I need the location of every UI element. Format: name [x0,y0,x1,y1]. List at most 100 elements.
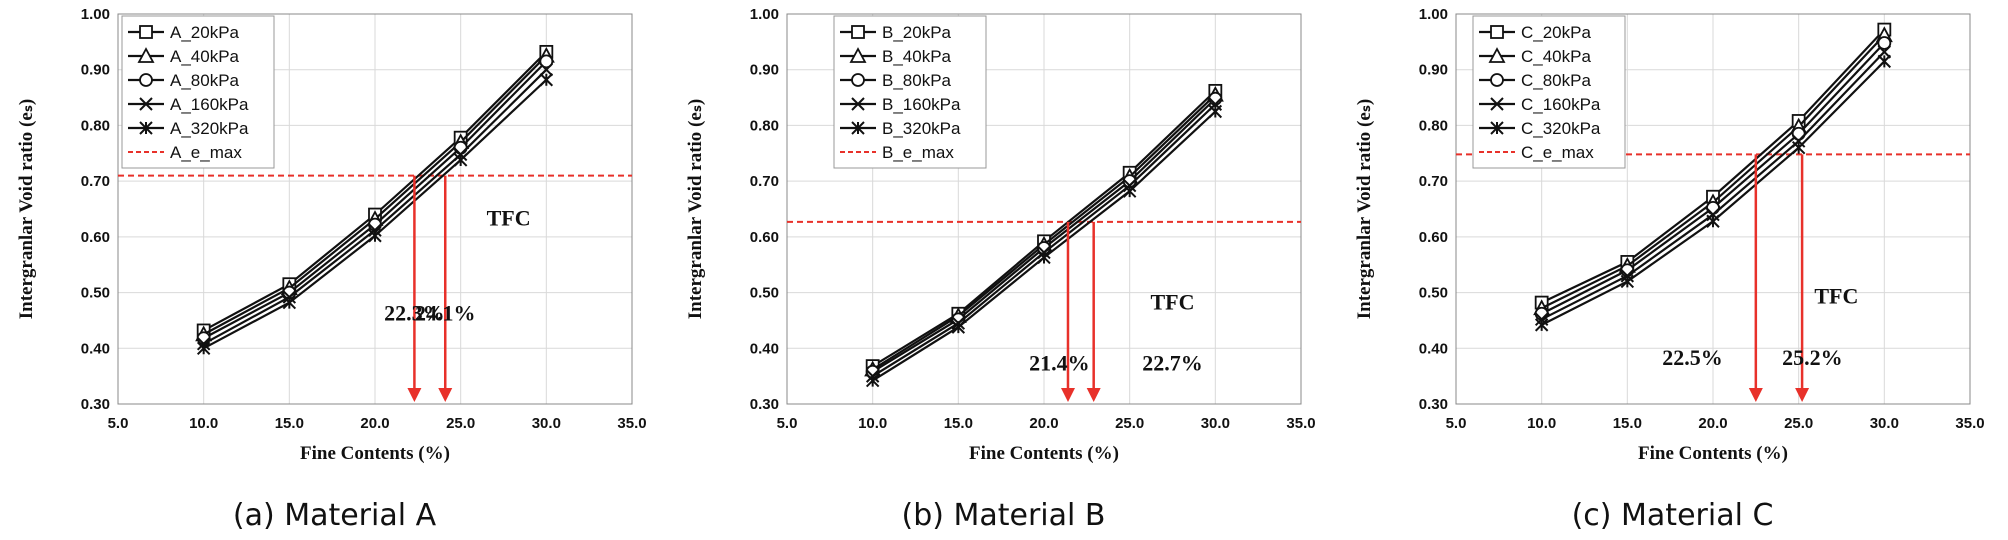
x-tick-label: 20.0 [360,415,389,432]
legend-marker [1490,25,1504,39]
chart-panel-a: 0.30 0.40 0.50 0.60 0.70 0.80 0.90 1.00 5.0 10.0 1… [0,0,669,540]
legend-marker [139,121,153,135]
x-tick-label: 30.0 [1201,415,1230,432]
legend-label: A_40kPa [170,47,240,66]
x-tick-label: 15.0 [1613,415,1642,432]
y-tick-label: 0.90 [750,62,779,79]
legend-label: B_20kPa [882,23,952,42]
y-tick-label: 1.00 [1419,6,1448,23]
chart-c: 0.30 0.40 0.50 0.60 0.70 0.80 0.90 1.00 5.0 10.0 1… [1354,6,1985,464]
chart-b: 0.30 0.40 0.50 0.60 0.70 0.80 0.90 1.00 5.0 10.0 1… [685,6,1316,464]
y-tick-label: 0.80 [750,117,779,134]
x-tick-label: 10.0 [1527,415,1556,432]
tfc-arrow [1795,154,1810,402]
annotation-label: 25.2% [1782,345,1843,370]
data-point [1791,141,1806,155]
y-axis-title: Intergranlar Void ratio (eₛ) [16,99,37,319]
data-point [1877,45,1892,59]
caption-a: (a) Material A [232,498,437,533]
annotation-label: TFC [487,206,531,231]
data-point [1877,54,1892,69]
y-tick-label: 0.60 [750,229,779,246]
data-point [1706,214,1720,228]
data-point [1122,184,1137,198]
data-point [1620,274,1635,289]
x-tick-label: 5.0 [108,415,129,432]
tfc-arrow [1060,221,1075,402]
y-tick-label: 0.30 [750,396,779,413]
x-tick-label: 35.0 [617,415,646,432]
legend-label: C_20kPa [1521,23,1591,42]
chart-panel-c: 0.30 0.40 0.50 0.60 0.70 0.80 0.90 1.00 5.0 10.0 1… [1338,0,2007,540]
annotation-label: TFC [1151,289,1195,314]
legend-marker [1490,97,1504,111]
x-tick-label: 35.0 [1286,415,1315,432]
plot-area [1455,13,1971,405]
legend-label: A_160kPa [170,95,249,114]
legend-label: A_e_max [170,143,242,162]
annotation-label: 21.4% [1029,351,1090,376]
data-point [1877,36,1892,50]
y-tick-label: 0.40 [81,340,110,357]
legend-label: B_80kPa [882,71,952,90]
legend-marker [851,97,865,111]
legend-marker [849,47,867,63]
data-point [368,229,382,243]
x-tick-label: 10.0 [858,415,887,432]
legend-marker [851,25,865,39]
legend-marker [137,47,155,63]
x-tick-label: 20.0 [1698,415,1727,432]
caption-b: (b) Material B [901,498,1106,533]
y-tick-label: 0.60 [81,229,110,246]
data-point [951,320,966,334]
x-axis-title: Fine Contents (%) [300,443,450,464]
chart-panel-b: 0.30 0.40 0.50 0.60 0.70 0.80 0.90 1.00 5.0 10.0 1… [669,0,1338,540]
plot-area [786,13,1302,405]
x-tick-label: 5.0 [1446,415,1467,432]
y-tick-label: 0.80 [1419,117,1448,134]
legend-label: C_320kPa [1521,119,1601,138]
legend-marker [139,73,153,87]
data-point [539,54,554,69]
legend-marker [139,25,153,39]
y-tick-label: 1.00 [750,6,779,23]
y-tick-label: 0.70 [1419,173,1448,190]
chart-a: 0.30 0.40 0.50 0.60 0.70 0.80 0.90 1.00 5.0 10.0 1… [16,6,647,464]
tfc-arrow [407,175,422,402]
legend-label: B_320kPa [882,119,961,138]
annotation-label: 24.1% [415,300,476,325]
legend-marker [851,73,865,87]
x-tick-label: 30.0 [1870,415,1899,432]
y-tick-label: 0.50 [750,285,779,302]
legend-marker [1490,73,1504,87]
x-tick-label: 5.0 [777,415,798,432]
y-tick-label: 0.90 [81,62,110,79]
data-point [282,295,297,310]
y-tick-label: 0.60 [1419,229,1448,246]
legend-label: C_40kPa [1521,47,1591,66]
legend-label: B_e_max [882,143,954,162]
legend-label: A_80kPa [170,71,240,90]
x-tick-label: 30.0 [532,415,561,432]
x-tick-label: 25.0 [1115,415,1144,432]
annotation-label: 22.5% [1662,345,1723,370]
caption-c: (c) Material C [1571,498,1774,533]
x-tick-label: 35.0 [1955,415,1984,432]
legend-box [1472,15,1626,169]
data-point [453,140,468,155]
y-tick-label: 1.00 [81,6,110,23]
legend-marker [1488,47,1506,63]
x-axis-title: Fine Contents (%) [969,443,1119,464]
y-tick-label: 0.40 [750,340,779,357]
annotation-label: TFC [1814,284,1858,309]
y-tick-label: 0.50 [1419,285,1448,302]
plot-area [117,13,633,405]
legend-marker [1490,121,1504,135]
data-point [539,73,554,87]
y-tick-label: 0.50 [81,285,110,302]
legend-label: A_320kPa [170,119,249,138]
y-tick-label: 0.70 [81,173,110,190]
tfc-arrow [1086,221,1101,402]
x-tick-label: 15.0 [944,415,973,432]
data-point [1208,104,1223,119]
